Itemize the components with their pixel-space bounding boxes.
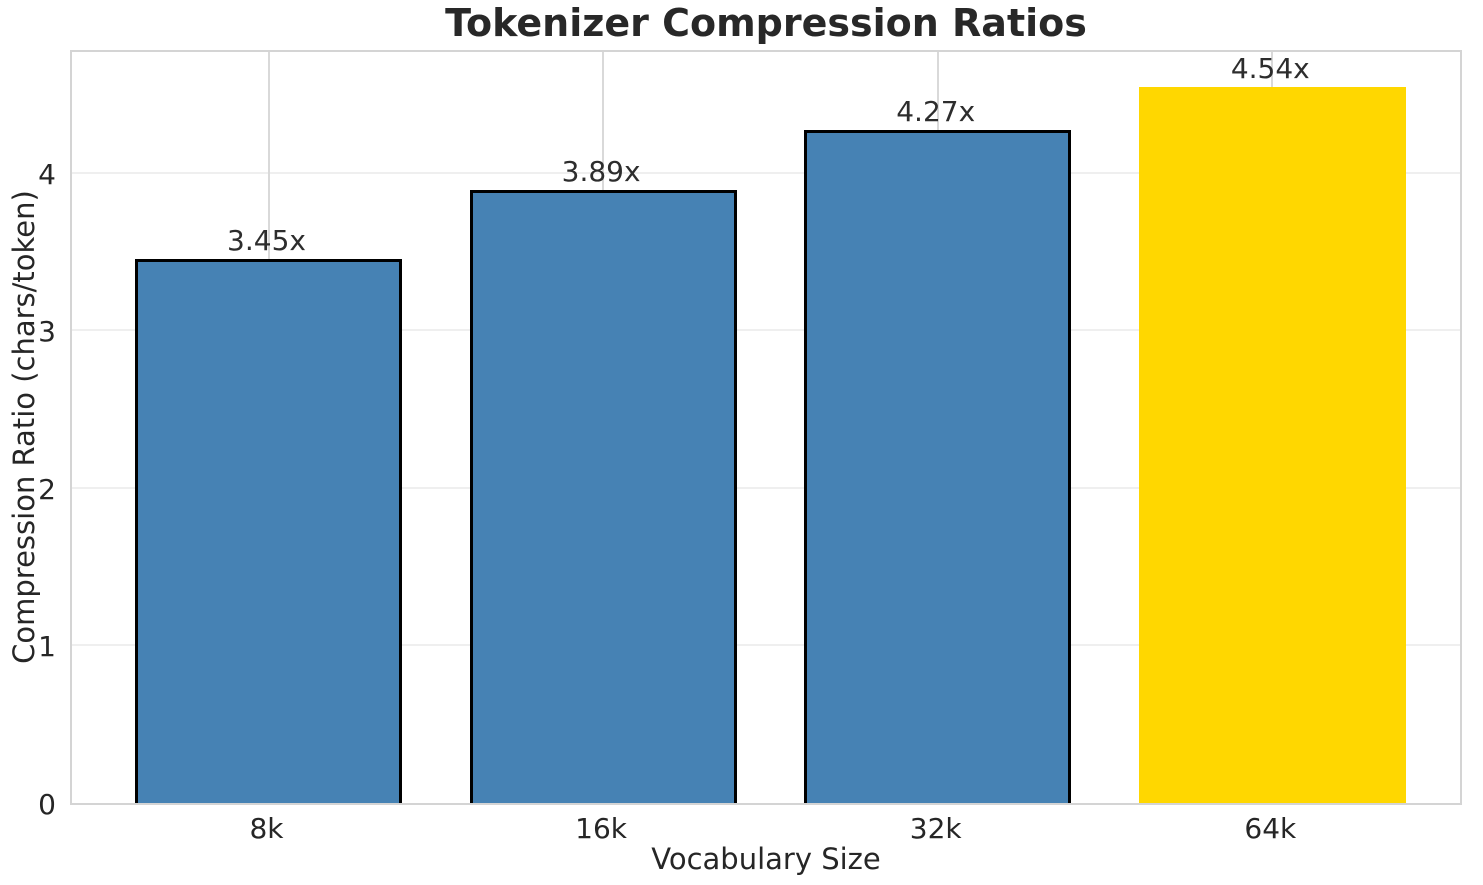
bar-16k xyxy=(469,189,737,803)
grid-line-horizontal xyxy=(72,644,1460,647)
bar-value-label: 3.45x xyxy=(227,224,306,258)
y-tick-label: 1 xyxy=(38,630,56,664)
x-tick-label: 8k xyxy=(249,812,284,845)
x-tick-label: 16k xyxy=(575,812,628,845)
chart-title: Tokenizer Compression Ratios xyxy=(445,1,1087,45)
plot-area xyxy=(70,50,1462,805)
x-tick-label: 64k xyxy=(1244,812,1297,845)
x-tick-label: 32k xyxy=(909,812,962,845)
bar-32k xyxy=(804,129,1072,803)
bar-64k xyxy=(1138,87,1406,803)
x-axis-label: Vocabulary Size xyxy=(651,842,881,876)
y-axis-label: Compression Ratio (chars/token) xyxy=(7,190,41,664)
bar-value-label: 3.89x xyxy=(561,154,641,188)
grid-line-horizontal xyxy=(72,329,1460,332)
grid-line-horizontal xyxy=(72,171,1460,174)
bar-value-label: 4.54x xyxy=(1230,52,1310,86)
bar-value-label: 4.27x xyxy=(896,94,976,128)
y-tick-label: 2 xyxy=(38,472,56,506)
y-tick-label: 3 xyxy=(38,315,56,349)
y-tick-label: 0 xyxy=(38,788,56,821)
y-tick-label: 4 xyxy=(38,157,56,191)
grid-line-horizontal xyxy=(72,486,1460,489)
bar-8k xyxy=(135,259,402,803)
